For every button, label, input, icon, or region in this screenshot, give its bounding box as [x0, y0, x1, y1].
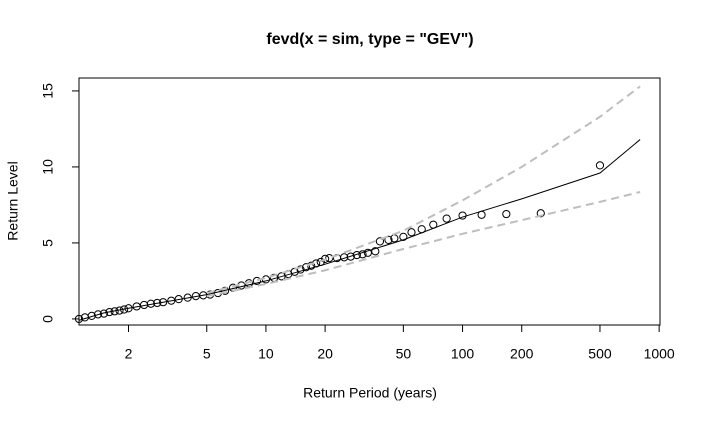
x-tick-label: 500: [588, 346, 612, 362]
data-point: [375, 237, 385, 246]
plot-frame: [78, 77, 661, 326]
y-tick-label: 0: [40, 315, 56, 323]
data-point: [124, 304, 133, 313]
data-point: [442, 214, 451, 223]
y-tick-label: 15: [40, 83, 56, 99]
data-point: [407, 228, 416, 237]
data-point: [325, 254, 334, 263]
x-tick-label: 2: [125, 346, 133, 362]
data-point: [536, 209, 545, 218]
y-tick-label: 10: [40, 159, 56, 175]
fit-line: [79, 139, 641, 321]
data-point: [358, 250, 367, 259]
data-point: [502, 209, 511, 219]
x-tick-label: 1000: [644, 346, 675, 362]
data-point: [346, 252, 355, 261]
data-point: [399, 232, 408, 241]
x-tick-label: 20: [317, 346, 333, 362]
x-tick-label: 50: [396, 346, 412, 362]
data-point: [321, 254, 330, 263]
data-point: [595, 161, 605, 170]
ci-line: [206, 85, 641, 295]
y-axis-title: Return Level: [5, 161, 21, 240]
data-point: [371, 247, 380, 256]
data-point: [301, 263, 311, 272]
chart-title: fevd(x = sim, type = "GEV"): [266, 31, 473, 48]
x-tick-label: 10: [258, 346, 274, 362]
data-point: [363, 248, 372, 257]
data-point: [384, 235, 393, 244]
data-point: [296, 265, 305, 274]
ci-line: [206, 191, 641, 298]
x-tick-label: 5: [203, 346, 211, 362]
data-point: [252, 276, 262, 286]
x-tick-label: 100: [451, 346, 475, 362]
data-point: [167, 296, 176, 305]
x-axis-title: Return Period (years): [303, 385, 437, 401]
data-point: [93, 310, 103, 319]
x-tick-label: 200: [510, 346, 534, 362]
data-point: [159, 298, 168, 307]
y-tick-label: 5: [40, 239, 56, 247]
